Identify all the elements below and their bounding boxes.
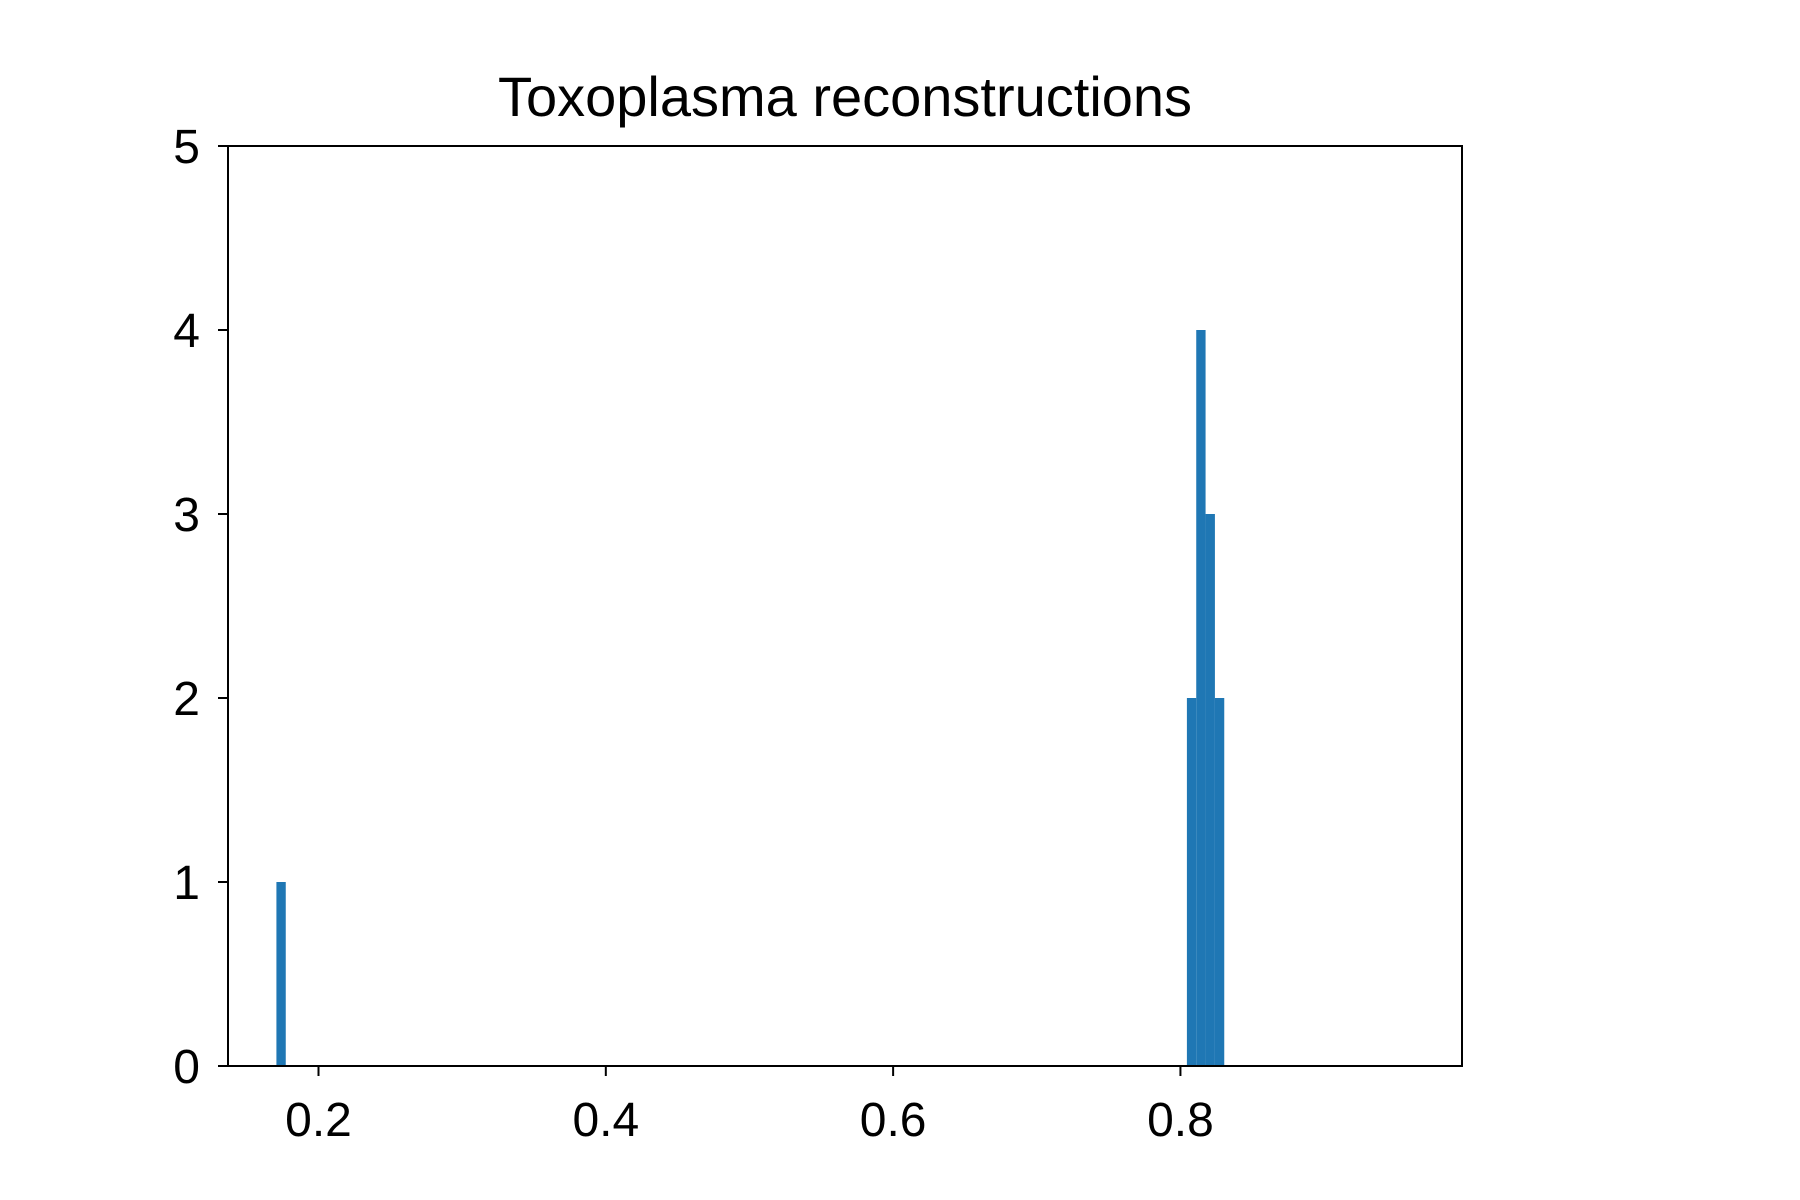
- histogram-bar: [1205, 514, 1215, 1066]
- x-tick-label: 0.8: [1147, 1094, 1214, 1147]
- y-tick-label: 5: [173, 121, 200, 174]
- histogram-bar: [1186, 698, 1197, 1066]
- histogram-bar: [1214, 698, 1225, 1066]
- chart-title: Toxoplasma reconstructions: [498, 65, 1192, 128]
- y-tick-label: 4: [173, 305, 200, 358]
- x-tick-label: 0.4: [572, 1094, 639, 1147]
- x-axis: 0.2 0.4 0.6 0.8: [285, 1066, 1214, 1147]
- y-axis: 0 1 2 3 4 5: [173, 121, 228, 1094]
- y-tick-label: 0: [173, 1041, 200, 1094]
- x-tick-label: 0.2: [285, 1094, 352, 1147]
- x-tick-label: 0.6: [860, 1094, 927, 1147]
- histogram-bar: [276, 882, 286, 1066]
- histogram-bar: [1196, 330, 1206, 1066]
- plot-frame: [227, 145, 1463, 1067]
- y-tick-label: 3: [173, 489, 200, 542]
- bars-group: [276, 330, 1225, 1066]
- y-tick-label: 2: [173, 673, 200, 726]
- y-tick-label: 1: [173, 857, 200, 910]
